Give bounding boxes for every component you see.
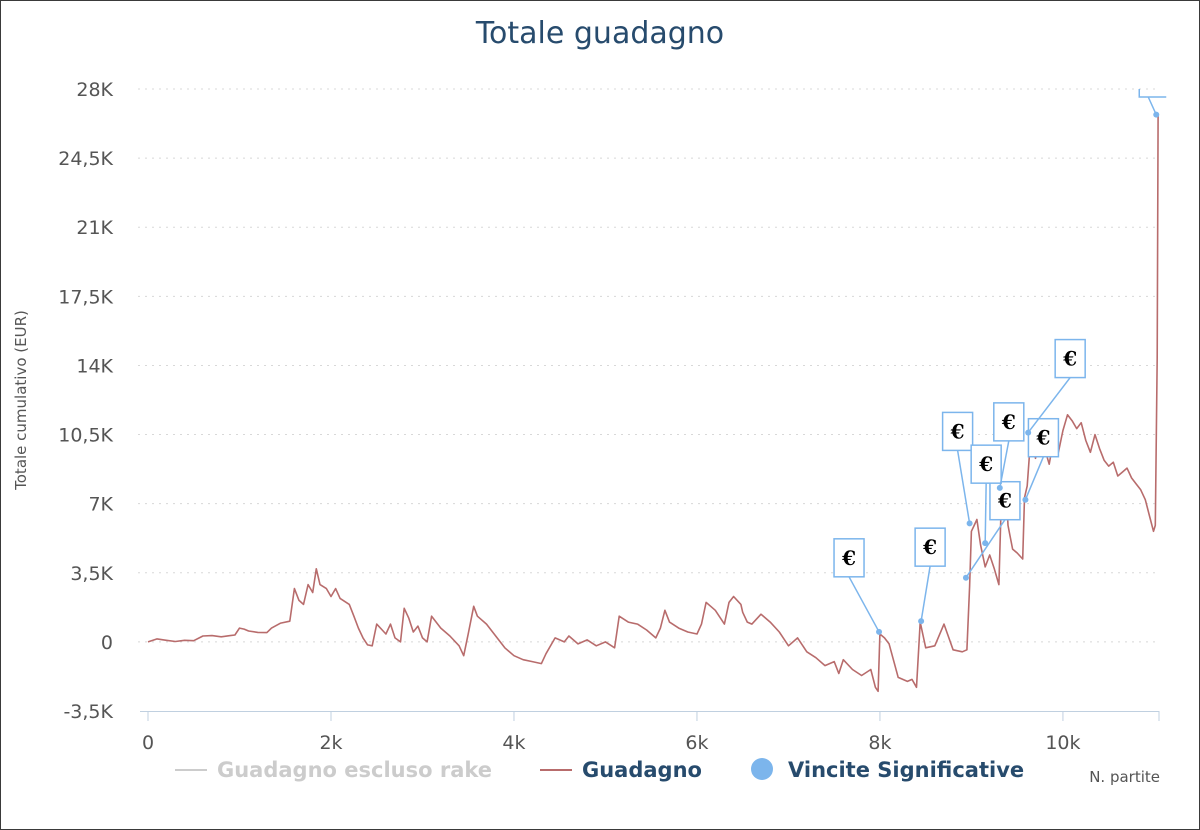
- flag-label: €: [950, 419, 965, 443]
- y-tick-label: 17,5K: [58, 286, 113, 308]
- y-axis-label: Totale cumulativo (EUR): [12, 310, 30, 491]
- legend[interactable]: Guadagno escluso rake Guadagno Vincite Sig…: [175, 758, 1024, 782]
- flag-label: €: [1035, 426, 1050, 450]
- significant-win-flag[interactable]: €: [941, 411, 974, 527]
- flag-point: [1025, 429, 1032, 436]
- y-axis: -3,5K 0 3,5K 7K 10,5K 14K 17,5K 21K 24,5K 28K: [58, 79, 113, 723]
- legend-item[interactable]: Vincite Significative: [751, 758, 1024, 782]
- flag-box: [1138, 89, 1167, 98]
- flag-point: [876, 628, 883, 635]
- flag-label: €: [841, 546, 856, 570]
- y-tick-label: 24,5K: [58, 148, 113, 170]
- significant-win-flag[interactable]: €: [833, 538, 883, 635]
- legend-label: Vincite Significative: [788, 758, 1024, 782]
- flag-point: [1022, 496, 1029, 503]
- flag-point: [1153, 111, 1160, 118]
- x-tick-label: 10k: [1045, 732, 1080, 754]
- y-tick-label: 0: [101, 632, 113, 654]
- flag-connector: [1024, 456, 1045, 501]
- y-tick-label: 10,5K: [58, 425, 113, 447]
- flag-label: €: [978, 452, 993, 476]
- x-tick-label: 4k: [502, 732, 525, 754]
- x-tick-label: 6k: [685, 732, 708, 754]
- y-tick-label: 14K: [76, 355, 113, 377]
- significant-win-flag[interactable]: €: [1025, 338, 1086, 436]
- x-axis-label: N. partite: [1089, 768, 1160, 786]
- flag-connector: [1147, 96, 1157, 115]
- flag-point: [982, 540, 989, 547]
- significant-win-flag[interactable]: €: [970, 444, 1002, 547]
- y-tick-label: -3,5K: [63, 701, 113, 723]
- flag-box: [941, 411, 974, 452]
- significant-win-flag[interactable]: €: [962, 480, 1021, 581]
- y-tick-label: 21K: [76, 217, 113, 239]
- flag-connector: [999, 440, 1010, 489]
- flag-label: €: [922, 535, 937, 559]
- flag-label: €: [997, 489, 1012, 513]
- flag-point: [996, 484, 1003, 491]
- flag-box: [993, 402, 1025, 442]
- flag-point: [918, 618, 925, 625]
- flag-box: [833, 538, 865, 578]
- flag-box: [989, 480, 1021, 521]
- flag-connector: [956, 450, 971, 524]
- x-axis: 0 2k 4k 6k 8k 10k: [140, 711, 1160, 754]
- flag-label: €: [1062, 347, 1077, 371]
- flag-point: [966, 520, 973, 527]
- legend-label: Guadagno: [582, 758, 702, 782]
- legend-symbol: [751, 758, 773, 780]
- x-tick-label: 0: [142, 732, 154, 754]
- y-tick-label: 7K: [88, 494, 113, 516]
- significant-win-flag[interactable]: €: [914, 527, 946, 625]
- flag-connector: [1027, 377, 1071, 434]
- flag-point: [962, 574, 969, 581]
- flag-box: [970, 444, 1002, 484]
- flag-connector: [965, 519, 1006, 579]
- flag-box: [914, 527, 946, 567]
- significant-win-flag[interactable]: €: [993, 402, 1025, 491]
- grid-lines: [138, 88, 1159, 643]
- flag-connector: [920, 566, 931, 622]
- flags-layer: € €€€€€€€: [833, 89, 1167, 635]
- y-tick-label: 28K: [76, 79, 113, 101]
- legend-label: Guadagno escluso rake: [217, 758, 492, 782]
- x-tick-label: 2k: [319, 732, 342, 754]
- x-tick-label: 8k: [868, 732, 891, 754]
- legend-item[interactable]: Guadagno: [540, 758, 702, 782]
- chart-title: Totale guadagno: [475, 16, 724, 51]
- y-tick-label: 3,5K: [70, 563, 113, 585]
- significant-win-flag[interactable]: [1138, 89, 1167, 118]
- flag-connector: [984, 483, 987, 544]
- flag-connector: [848, 576, 880, 633]
- flag-box: [1054, 338, 1086, 379]
- flag-label: €: [1001, 410, 1016, 434]
- legend-item[interactable]: Guadagno escluso rake: [175, 758, 492, 782]
